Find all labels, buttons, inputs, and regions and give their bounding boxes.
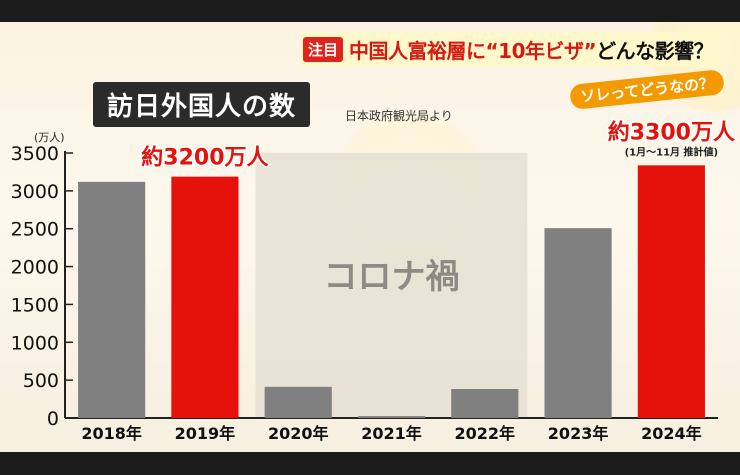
headline-red-text: 中国人富裕層に“10年ビザ” [349, 39, 597, 63]
x-tick-label: 2023年 [548, 424, 609, 443]
y-tick-label: 2500 [11, 219, 59, 241]
x-tick-label: 2019年 [175, 424, 236, 443]
bar [451, 389, 519, 418]
y-tick-label: 500 [23, 370, 59, 392]
bar [264, 386, 332, 418]
y-unit-label: (万人) [34, 131, 65, 144]
bar [544, 228, 612, 418]
covid-shaded-region [255, 153, 528, 418]
x-tick-label: 2022年 [455, 424, 516, 443]
bar [637, 165, 705, 418]
covid-label: コロナ禍 [324, 257, 460, 297]
y-tick-label: 3500 [11, 143, 59, 165]
chart-source: 日本政府観光局より [345, 109, 453, 123]
x-tick-label: 2024年 [641, 424, 702, 443]
data-annotation: 約3300万人 [608, 119, 735, 145]
attention-badge: 注目 [303, 37, 344, 62]
headline: 注目 中国人富裕層に“10年ビザ” どんな影響？ [300, 32, 722, 67]
y-tick-label: 1500 [11, 294, 59, 316]
chart-title: 訪日外国人の数 [93, 82, 311, 127]
bar [357, 416, 426, 418]
data-annotation-note: (1月～11月 推計値) [625, 145, 719, 158]
y-tick-label: 1000 [11, 332, 59, 354]
y-tick-label: 0 [47, 408, 59, 430]
bar [78, 181, 146, 418]
data-annotation: 約3200万人 [141, 145, 268, 171]
x-tick-label: 2018年 [81, 424, 142, 443]
y-tick-label: 3000 [11, 181, 59, 203]
top-letterbox [0, 0, 740, 22]
bottom-letterbox [0, 452, 740, 475]
bar [171, 176, 239, 418]
y-tick-label: 2000 [11, 257, 59, 279]
x-tick-label: 2020年 [268, 424, 329, 443]
x-tick-label: 2021年 [361, 424, 422, 443]
headline-black-text: どんな影響？ [596, 39, 714, 63]
